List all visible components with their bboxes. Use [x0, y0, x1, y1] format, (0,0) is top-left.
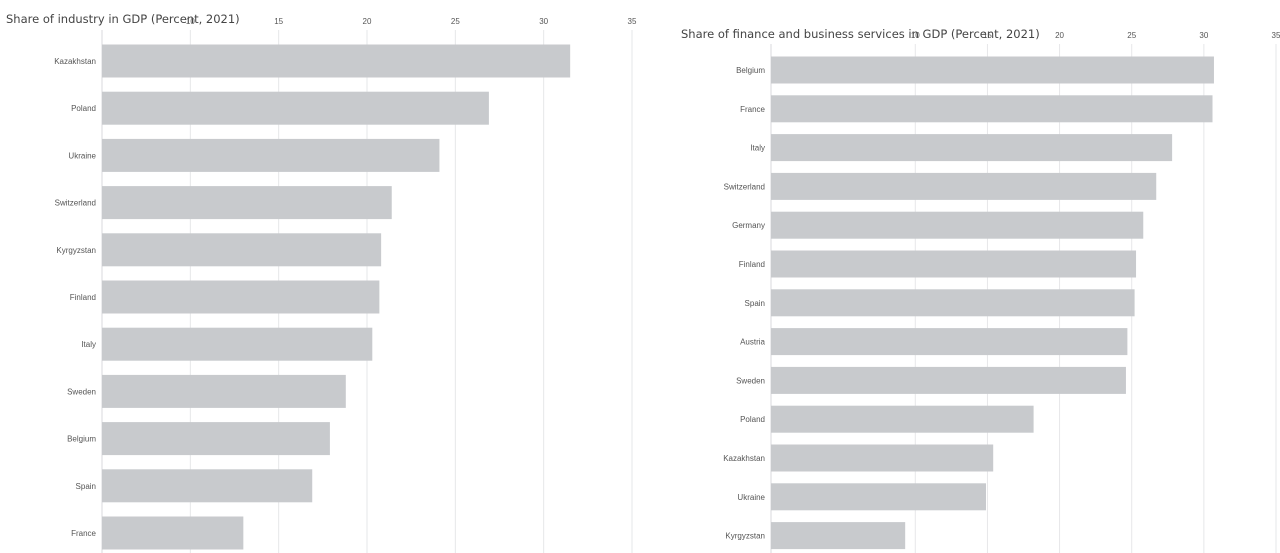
bar — [102, 327, 373, 361]
bar — [771, 328, 1128, 356]
category-label: Spain — [76, 482, 96, 491]
bar — [771, 444, 994, 472]
category-label: Switzerland — [55, 199, 96, 208]
chart-title: Share of industry in GDP (Percent, 2021) — [6, 12, 240, 26]
x-tick-label: 15 — [983, 31, 992, 40]
category-label: Kyrgyzstan — [725, 532, 765, 541]
industry-chart: 10 15 20 25 30 35 Kazakhstan Poland Ukraine Switz… — [54, 17, 637, 553]
bar — [771, 522, 906, 550]
x-tick-label: 25 — [1127, 31, 1136, 40]
chart-title: Share of finance and business services i… — [681, 27, 1040, 41]
category-label: Germany — [732, 221, 765, 230]
bar — [102, 91, 489, 125]
bar — [102, 516, 244, 550]
category-label: Poland — [71, 104, 96, 113]
category-label: Switzerland — [724, 182, 765, 191]
category-label: Sweden — [67, 387, 96, 396]
bar — [102, 138, 440, 172]
category-label: Belgium — [736, 66, 765, 75]
category-label: Spain — [745, 299, 765, 308]
bar — [102, 469, 313, 503]
category-label: Ukraine — [68, 151, 96, 160]
bar — [771, 172, 1157, 200]
category-label: Sweden — [736, 376, 765, 385]
category-label: Finland — [70, 293, 96, 302]
x-tick-label: 15 — [274, 17, 283, 26]
bar — [102, 374, 346, 408]
bar — [102, 44, 571, 78]
category-label: France — [71, 529, 96, 538]
category-label: Italy — [81, 340, 96, 349]
bar — [102, 233, 382, 267]
category-label: Italy — [750, 144, 765, 153]
category-label: Ukraine — [737, 493, 765, 502]
x-tick-label: 35 — [628, 17, 637, 26]
x-tick-label: 30 — [539, 17, 548, 26]
x-tick-label: 20 — [363, 17, 372, 26]
bar — [771, 211, 1144, 239]
bar — [771, 483, 986, 511]
bar — [771, 134, 1173, 162]
x-tick-label: 10 — [911, 31, 920, 40]
finance-chart: 10 15 20 25 30 35 Belgium France Italy Switzerlan… — [723, 31, 1280, 553]
category-label: Kazakhstan — [723, 454, 765, 463]
bar — [771, 56, 1214, 84]
bar — [771, 366, 1126, 394]
x-tick-label: 35 — [1272, 31, 1280, 40]
bar — [102, 186, 392, 220]
category-label: Poland — [740, 415, 765, 424]
category-label: France — [740, 105, 765, 114]
bar — [771, 95, 1213, 123]
bar — [771, 405, 1034, 433]
bar — [102, 422, 330, 456]
category-label: Kazakhstan — [54, 57, 96, 66]
x-tick-label: 10 — [186, 17, 195, 26]
bar — [771, 289, 1135, 317]
bar — [102, 280, 380, 314]
x-tick-label: 30 — [1199, 31, 1208, 40]
category-label: Belgium — [67, 435, 96, 444]
finance-chart-panel: Share of finance and business services i… — [676, 0, 1280, 553]
x-tick-label: 20 — [1055, 31, 1064, 40]
industry-chart-panel: Share of industry in GDP (Percent, 2021)… — [6, 12, 637, 553]
category-label: Kyrgyzstan — [56, 246, 96, 255]
bar — [771, 250, 1137, 278]
category-label: Austria — [740, 338, 765, 347]
category-label: Finland — [739, 260, 765, 269]
x-tick-label: 25 — [451, 17, 460, 26]
